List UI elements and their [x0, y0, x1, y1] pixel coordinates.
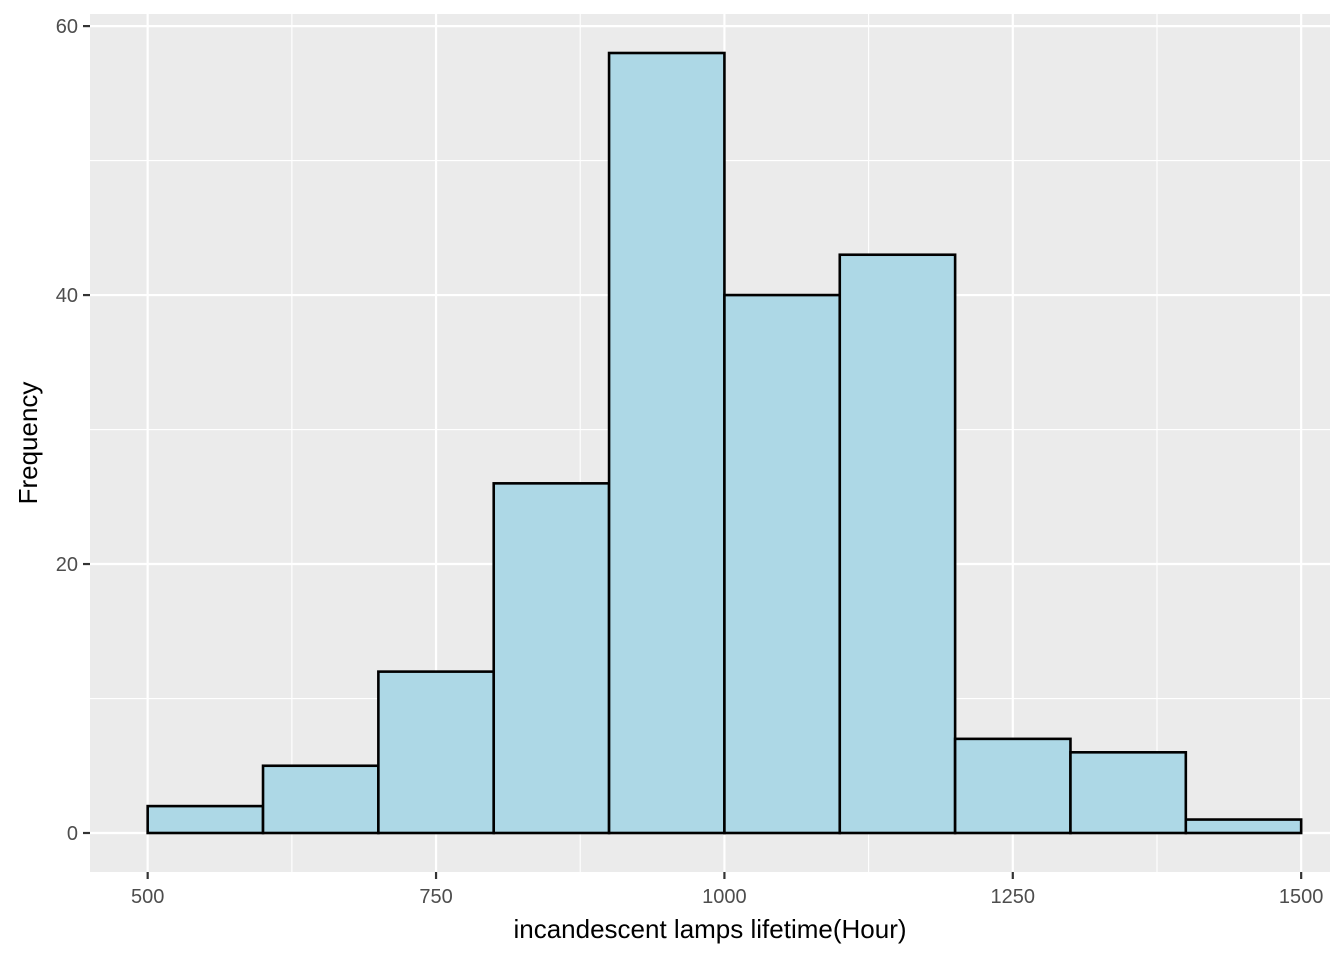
x-tick-label: 1250 [991, 886, 1036, 908]
x-tick-label: 1000 [702, 886, 747, 908]
x-axis: 500 750 1000 1250 1500 [131, 872, 1323, 908]
histogram-bar [838, 253, 957, 835]
histogram-bar [1184, 818, 1303, 835]
histogram-bar [953, 737, 1072, 835]
x-tick-label: 1500 [1279, 886, 1324, 908]
y-tick-label: 20 [56, 554, 78, 576]
histogram-bar [146, 804, 265, 835]
histogram-bar [1069, 751, 1188, 835]
histogram-bar [261, 764, 380, 835]
histogram-bar [607, 51, 726, 835]
histogram-bar [492, 482, 611, 835]
y-axis-title: Frequency [13, 382, 43, 505]
histogram-bars [146, 51, 1303, 835]
x-tick-label: 500 [131, 886, 164, 908]
histogram-bar [723, 293, 842, 835]
x-tick-label: 750 [419, 886, 452, 908]
y-tick-label: 60 [56, 16, 78, 38]
histogram-bar [377, 670, 496, 835]
y-axis: 0 20 40 60 [56, 16, 90, 845]
y-tick-label: 0 [67, 823, 78, 845]
x-axis-title: incandescent lamps lifetime(Hour) [513, 914, 906, 944]
y-tick-label: 40 [56, 285, 78, 307]
